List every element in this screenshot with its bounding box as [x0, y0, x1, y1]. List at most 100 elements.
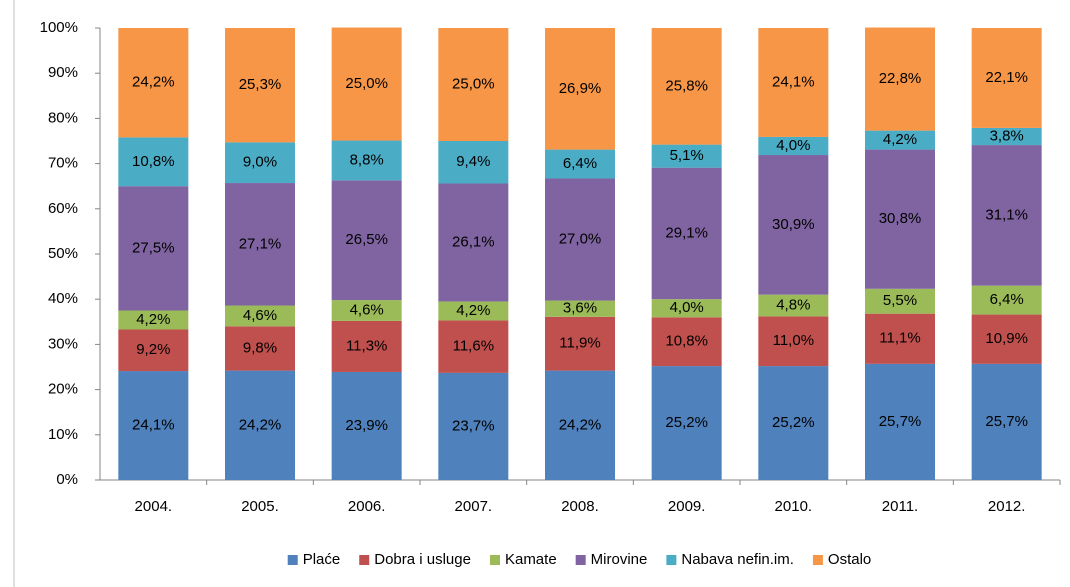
y-tick-label: 100% [40, 19, 78, 36]
data-label: 25,7% [985, 413, 1028, 430]
data-label: 25,7% [879, 413, 922, 430]
data-label: 9,2% [136, 341, 170, 358]
data-label: 11,3% [346, 337, 387, 354]
bar-segment [438, 183, 509, 302]
data-label: 23,7% [452, 417, 495, 434]
y-tick-label: 10% [48, 426, 78, 443]
legend-label: Nabava nefin.im. [681, 551, 794, 568]
bar-segment [438, 320, 509, 373]
legend-label: Kamate [505, 551, 557, 568]
data-label: 10,8% [665, 333, 708, 350]
bar-segment [545, 28, 615, 150]
bar-segment [225, 28, 295, 143]
bar-segment [651, 317, 722, 367]
bar-segment [651, 366, 722, 480]
data-label: 4,2% [136, 311, 170, 328]
data-label: 4,0% [670, 299, 704, 316]
bar-segment [225, 142, 295, 184]
bar-segment [225, 305, 295, 327]
bar-segment [331, 371, 402, 480]
bar-segment [331, 140, 402, 181]
x-tick-label: 2005. [241, 498, 279, 515]
y-tick-label: 60% [48, 200, 78, 217]
legend-label: Plaće [303, 551, 341, 568]
bar-segment [758, 136, 829, 156]
bar-segment [758, 294, 829, 317]
bar-segment [438, 141, 509, 184]
data-label: 25,3% [239, 76, 282, 93]
bar-segment [865, 130, 935, 150]
bar-segment [438, 301, 509, 321]
bar-segment [545, 300, 615, 317]
legend-label: Ostalo [828, 551, 871, 568]
bar-segment [865, 313, 935, 364]
data-label: 8,8% [350, 151, 384, 168]
data-label: 3,6% [563, 300, 597, 317]
bar-segment [971, 314, 1042, 364]
data-label: 4,6% [350, 301, 384, 318]
data-label: 10,9% [985, 330, 1028, 347]
legend-swatch [489, 555, 500, 565]
x-tick-label: 2006. [348, 498, 386, 515]
data-label: 10,8% [132, 153, 175, 170]
data-label: 22,1% [985, 69, 1028, 86]
data-label: 4,2% [456, 302, 490, 319]
legend-swatch [575, 555, 586, 565]
data-label: 6,4% [563, 155, 597, 172]
legend-label: Mirovine [591, 551, 648, 568]
bar-segment [651, 167, 722, 300]
data-label: 27,5% [132, 239, 175, 256]
data-label: 5,1% [670, 147, 704, 164]
bar-segment [865, 27, 935, 131]
x-tick-label: 2008. [561, 498, 599, 515]
x-tick-label: 2010. [775, 498, 813, 515]
bar-segment [545, 149, 615, 179]
bar-segment [758, 366, 829, 480]
bar-segment [118, 137, 189, 187]
data-label: 3,8% [990, 127, 1024, 144]
bar-segment [545, 370, 615, 480]
data-label: 9,8% [243, 339, 277, 356]
bar-segment [651, 144, 722, 168]
bar-segment [971, 285, 1042, 315]
data-label: 30,9% [772, 216, 815, 233]
data-label: 22,8% [879, 70, 922, 87]
data-label: 4,0% [776, 137, 810, 154]
bar-segment [865, 288, 935, 314]
data-label: 11,0% [773, 332, 814, 349]
bar-segment [118, 186, 189, 311]
data-label: 6,4% [990, 291, 1024, 308]
bar-segment [331, 300, 402, 321]
legend-swatch [666, 555, 677, 565]
y-tick-label: 90% [48, 64, 78, 81]
bar-segment [118, 329, 189, 372]
bar-segment [971, 363, 1042, 480]
data-label: 27,0% [559, 231, 602, 248]
data-label: 4,8% [776, 296, 810, 313]
y-tick-label: 30% [48, 335, 78, 352]
bar-segment [438, 28, 509, 141]
data-label: 25,0% [452, 75, 495, 92]
bar-segment [118, 28, 189, 138]
data-label: 31,1% [985, 206, 1028, 223]
y-tick-label: 20% [48, 381, 78, 398]
bar-segment [758, 28, 829, 137]
data-label: 25,0% [345, 75, 388, 92]
data-label: 24,1% [132, 417, 175, 434]
data-label: 4,6% [243, 307, 277, 324]
bar-segment [758, 316, 829, 367]
y-tick-label: 50% [48, 245, 78, 262]
legend-swatch [287, 555, 298, 565]
data-label: 24,2% [559, 416, 602, 433]
data-label: 26,9% [559, 80, 602, 97]
bar-segment [651, 299, 722, 318]
x-tick-label: 2012. [988, 498, 1026, 515]
bar-segment [865, 363, 935, 480]
data-label: 24,2% [132, 74, 175, 91]
data-label: 25,2% [772, 414, 815, 431]
data-label: 27,1% [239, 235, 282, 252]
data-label: 11,6% [453, 338, 494, 355]
bar-segment [225, 326, 295, 371]
bar-segment [225, 370, 295, 480]
